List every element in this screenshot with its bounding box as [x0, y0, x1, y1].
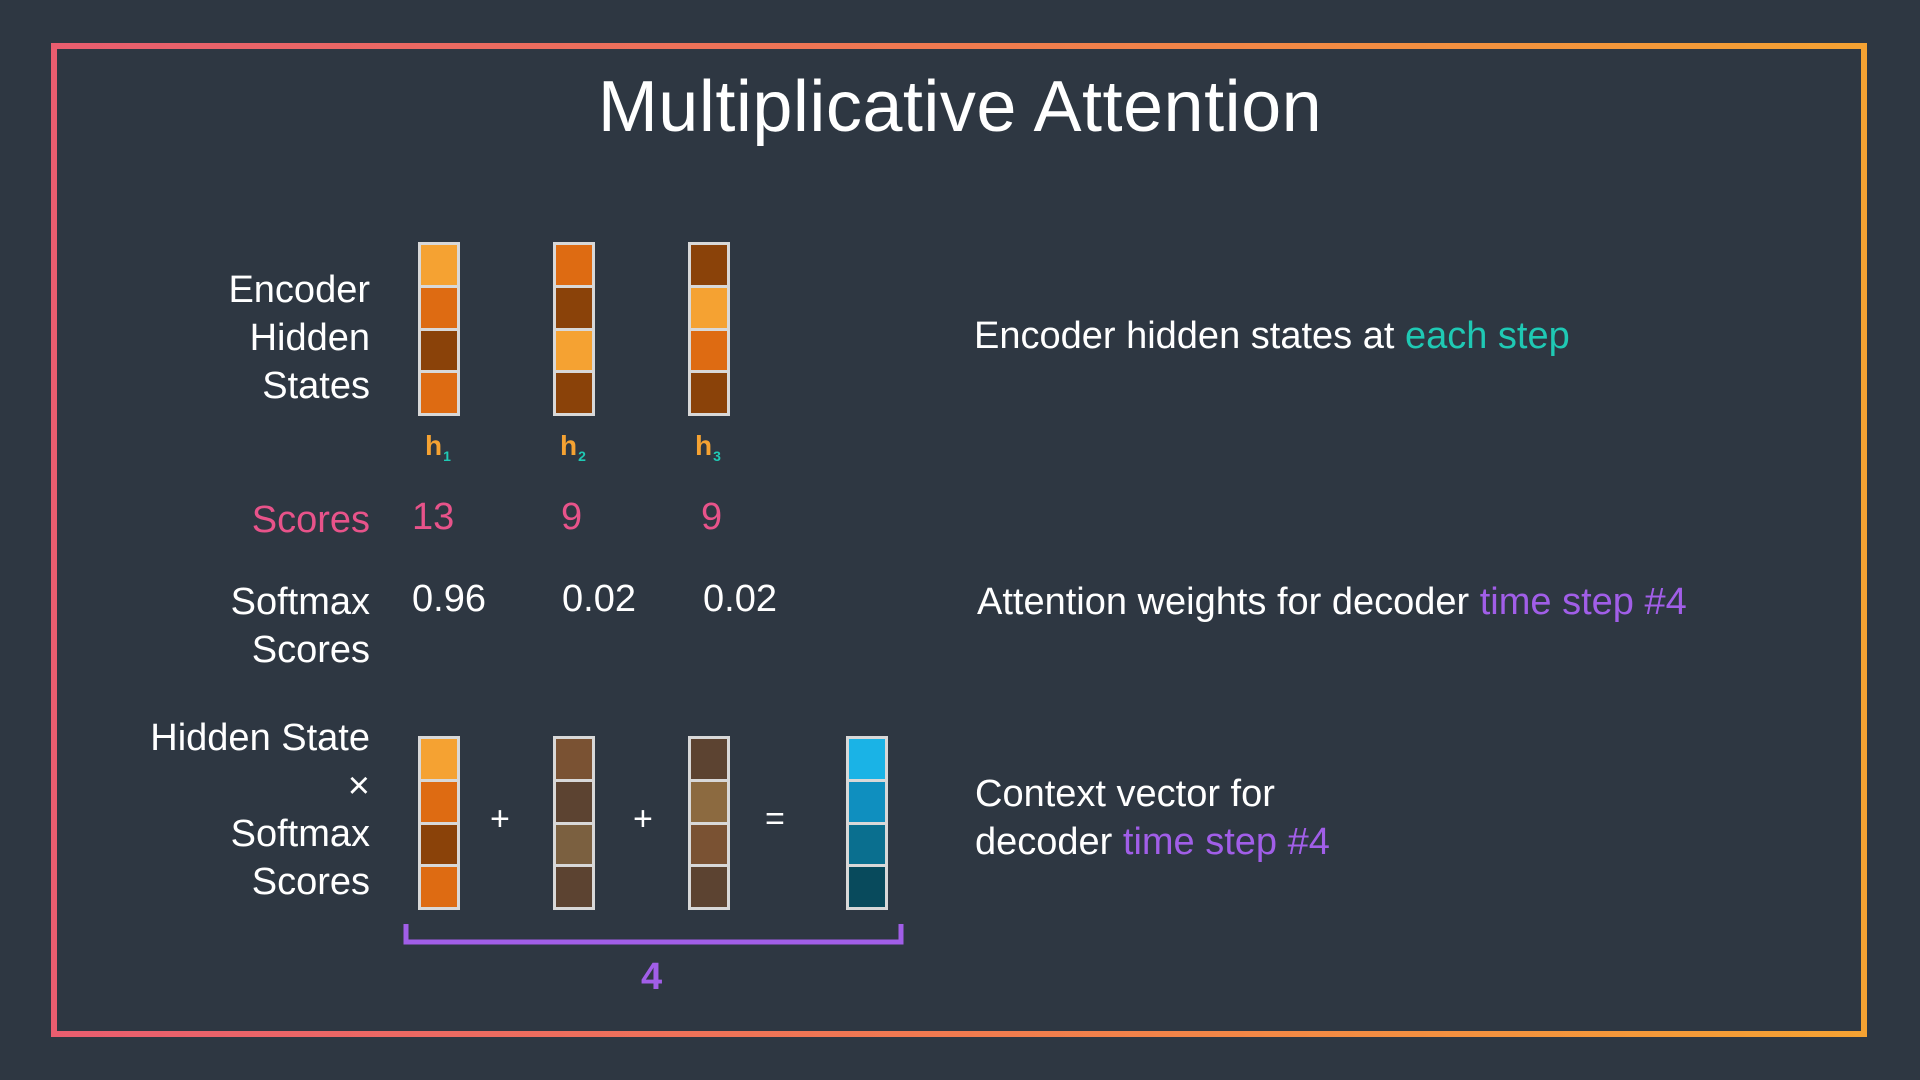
encoder-vector-h3-cell-1	[691, 245, 727, 285]
encoder-vector-h2	[553, 242, 595, 416]
encoder-vector-h3	[688, 242, 730, 416]
label-h2-name: h	[560, 430, 578, 461]
weighted-vector-3-cell-3	[691, 824, 727, 865]
softmax-h1: 0.96	[412, 578, 486, 620]
context-description: Context vector for decoder time step #4	[975, 770, 1330, 866]
context-vector-cell-1	[849, 739, 885, 779]
weighted-label-line4: Scores	[251, 861, 370, 903]
context-description-line1: Context vector for	[975, 773, 1275, 815]
label-h3-name: h	[695, 430, 713, 461]
scores-label: Scores	[251, 499, 370, 541]
weighted-vector-1-cell-3	[421, 824, 457, 865]
context-description-text: decoder	[975, 821, 1123, 863]
softmax-description-text: Attention weights for decoder	[977, 581, 1480, 623]
softmax-label-line2: Scores	[251, 629, 370, 671]
weighted-vector-2-cell-1	[556, 739, 592, 779]
softmax-description: Attention weights for decoder time step …	[977, 578, 1687, 626]
encoder-vector-h3-cell-4	[691, 373, 727, 413]
softmax-label-line1: Softmax	[230, 581, 370, 623]
weighted-vector-2	[553, 736, 595, 910]
context-vector-cell-3	[849, 824, 885, 865]
weighted-vector-1	[418, 736, 460, 910]
weighted-vector-1-cell-2	[421, 781, 457, 822]
encoder-vector-h1-cell-4	[421, 373, 457, 413]
score-h2: 9	[561, 496, 583, 538]
weighted-vector-3-cell-2	[691, 781, 727, 822]
slide-frame	[51, 43, 1867, 1037]
weighted-vector-3-cell-4	[691, 867, 727, 907]
context-vector-cell-2	[849, 781, 885, 822]
weighted-vector-1-cell-1	[421, 739, 457, 779]
encoder-label-line3: States	[262, 365, 370, 407]
weighted-label-times: ×	[347, 765, 370, 807]
softmax-scores-label: Softmax Scores	[231, 578, 370, 674]
plus-operator-1: +	[490, 800, 510, 838]
label-h2: h2	[560, 430, 586, 464]
bracket-line	[403, 924, 904, 945]
weighted-vector-2-cell-4	[556, 867, 592, 907]
softmax-h3: 0.02	[703, 578, 777, 620]
score-h1: 13	[412, 496, 455, 538]
weighted-vector-2-cell-3	[556, 824, 592, 865]
weighted-hidden-label: Hidden State × Softmax Scores	[150, 714, 370, 906]
label-h1: h1	[425, 430, 451, 464]
encoder-vector-h2-cell-3	[556, 330, 592, 371]
equals-operator: =	[765, 800, 785, 838]
encoder-label-line2: Hidden	[249, 317, 370, 359]
softmax-description-highlight: time step #4	[1479, 581, 1687, 623]
label-h2-subscript: 2	[578, 448, 586, 464]
encoder-vector-h1-cell-1	[421, 245, 457, 285]
bracket-label: 4	[641, 956, 663, 998]
softmax-h2: 0.02	[562, 578, 636, 620]
sum-bracket	[403, 924, 904, 945]
label-h3-subscript: 3	[713, 448, 721, 464]
encoder-label-line1: Encoder	[228, 269, 370, 311]
score-h3: 9	[701, 496, 723, 538]
weighted-label-line1: Hidden State	[150, 717, 370, 759]
encoder-vector-h2-cell-4	[556, 373, 592, 413]
encoder-vector-h2-cell-1	[556, 245, 592, 285]
label-h3: h3	[695, 430, 721, 464]
encoder-vector-h1-cell-2	[421, 287, 457, 328]
encoder-hidden-states-label: Encoder Hidden States	[228, 266, 370, 410]
encoder-vector-h3-cell-3	[691, 330, 727, 371]
encoder-vector-h3-cell-2	[691, 287, 727, 328]
encoder-vector-h1-cell-3	[421, 330, 457, 371]
weighted-vector-2-cell-2	[556, 781, 592, 822]
context-vector-cell-4	[849, 867, 885, 907]
label-h1-name: h	[425, 430, 443, 461]
context-vector	[846, 736, 888, 910]
weighted-label-line3: Softmax	[230, 813, 370, 855]
plus-operator-2: +	[633, 800, 653, 838]
encoder-description-text: Encoder hidden states at	[974, 315, 1405, 357]
weighted-vector-3	[688, 736, 730, 910]
encoder-vector-h2-cell-2	[556, 287, 592, 328]
encoder-description: Encoder hidden states at each step	[974, 312, 1570, 360]
encoder-vector-h1	[418, 242, 460, 416]
context-description-highlight: time step #4	[1122, 821, 1330, 863]
weighted-vector-1-cell-4	[421, 867, 457, 907]
encoder-description-highlight: each step	[1404, 315, 1570, 357]
slide-title: Multiplicative Attention	[597, 67, 1323, 147]
weighted-vector-3-cell-1	[691, 739, 727, 779]
context-description-line2: decoder time step #4	[975, 818, 1330, 866]
label-h1-subscript: 1	[443, 448, 451, 464]
